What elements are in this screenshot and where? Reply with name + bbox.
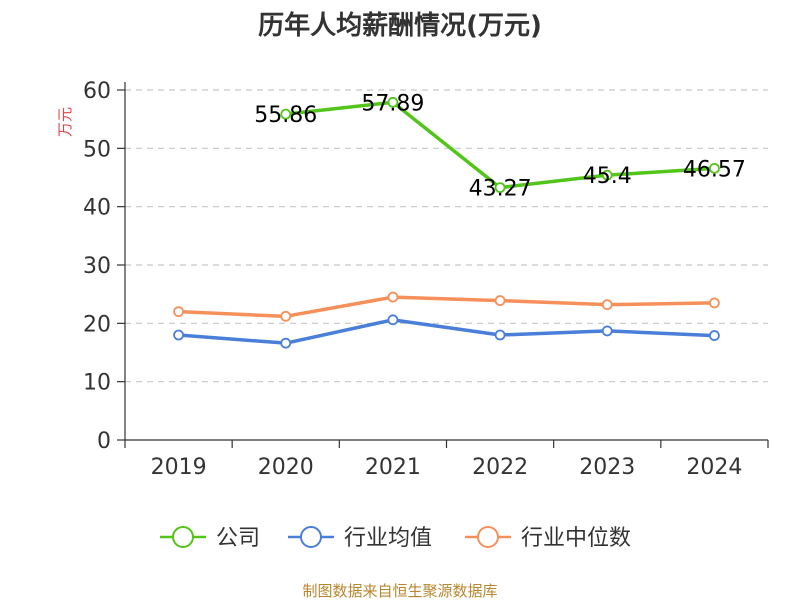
grid-lines [125,89,768,383]
legend-marker [300,526,322,548]
x-tick-label: 2021 [365,455,421,480]
legend-item[interactable]: 行业均值 [288,526,432,551]
legend-label: 行业中位数 [521,526,631,551]
data-point[interactable] [709,330,720,341]
legend-label: 公司 [216,526,260,551]
x-tick-label: 2020 [258,455,314,480]
y-tick-label: 50 [83,137,111,162]
data-point[interactable] [601,169,613,181]
data-point[interactable] [173,329,184,341]
data-point[interactable] [494,295,506,306]
data-point[interactable] [494,329,506,341]
y-axis-label: 万元 [56,107,74,137]
y-tick-label: 40 [83,196,111,221]
y-tick-label: 10 [83,371,111,396]
data-label: 46.57 [683,157,746,182]
legend[interactable]: 公司 行业均值 行业中位数 [160,526,631,551]
series-lines [173,96,720,349]
data-label: 55.86 [254,103,317,128]
data-label: 45.4 [583,164,632,189]
legend-label: 行业均值 [344,526,432,551]
axes: 0 10 20 30 40 50 60 2019 2020 2021 2022 2023 2024 [83,79,769,480]
data-point[interactable] [709,297,720,309]
series-line-2 [178,318,715,345]
legend-marker [477,526,499,548]
x-tick-label: 2019 [151,455,207,480]
source-note: 制图数据来自恒生聚源数据库 [302,582,497,600]
legend-marker [172,526,194,548]
data-point[interactable] [387,96,399,108]
data-point[interactable] [387,291,399,303]
legend-item[interactable]: 行业中位数 [465,526,631,551]
x-tick-label: 2023 [579,455,635,480]
x-tick-label: 2022 [472,455,528,480]
data-point[interactable] [280,310,292,322]
data-point[interactable] [601,299,613,311]
data-label: 57.89 [361,91,424,116]
y-tick-label: 0 [97,429,111,454]
chart-title: 历年人均薪酬情况(万元) [258,10,542,41]
data-point[interactable] [173,306,184,318]
x-tick-label: 2024 [686,455,742,480]
data-point[interactable] [387,314,399,326]
data-point[interactable] [280,337,292,349]
data-label: 43.27 [469,177,532,202]
series-line-3 [178,295,715,319]
legend-item[interactable]: 公司 [160,526,260,551]
y-tick-label: 20 [83,312,111,337]
y-tick-label: 30 [83,254,111,279]
y-tick-label: 60 [83,79,111,104]
data-point[interactable] [709,162,720,174]
data-labels: 55.86 57.89 43.27 45.4 46.57 [254,91,746,201]
data-point[interactable] [494,182,506,193]
data-point[interactable] [601,325,613,337]
series-line-1 [285,100,715,190]
data-point[interactable] [280,108,292,120]
